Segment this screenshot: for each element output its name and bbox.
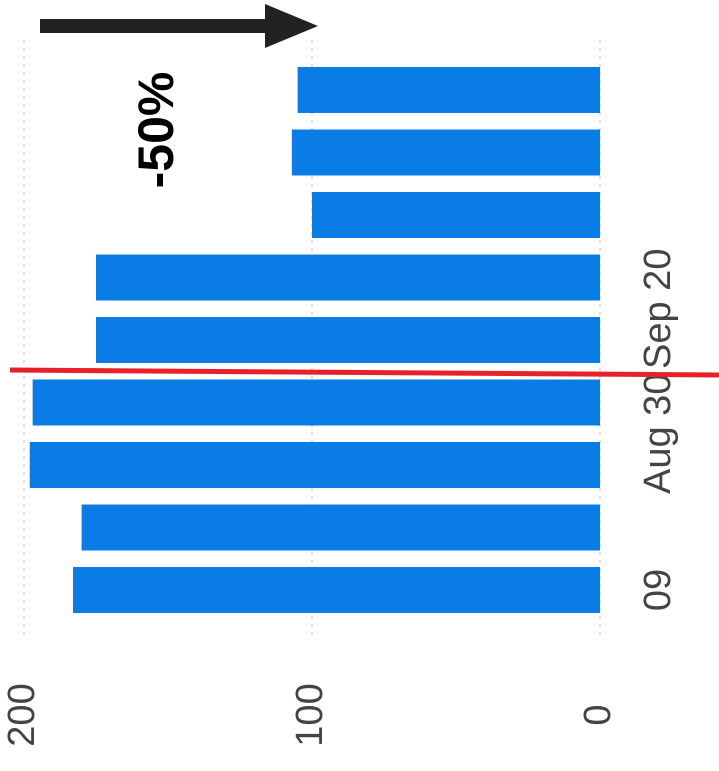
bar-2 [29, 442, 600, 488]
bar-8 [297, 67, 600, 113]
bar-5 [96, 254, 600, 301]
bars [29, 67, 601, 613]
annotations: -50% [9, 4, 719, 378]
x-axis-ticks: 09 Aug 30 Sep 20 [637, 249, 679, 612]
y-tick-label-0: 0 [577, 704, 619, 725]
bar-7 [291, 129, 600, 176]
bar-1 [81, 504, 601, 551]
x-tick-label-0: 09 [637, 569, 679, 611]
bar-4 [96, 317, 600, 363]
y-tick-label-1: 100 [289, 683, 331, 746]
divider-line [9, 367, 719, 378]
change-annotation: -50% [128, 72, 184, 189]
x-tick-label-1: Aug 30 [637, 374, 679, 494]
arrow-icon [40, 4, 318, 48]
bar-6 [312, 192, 600, 238]
bar-3 [32, 379, 600, 426]
y-tick-label-2: 200 [1, 683, 43, 746]
bar-0 [72, 567, 600, 613]
x-tick-label-2: Sep 20 [637, 249, 679, 369]
y-axis-ticks: 0 100 200 [1, 683, 619, 746]
